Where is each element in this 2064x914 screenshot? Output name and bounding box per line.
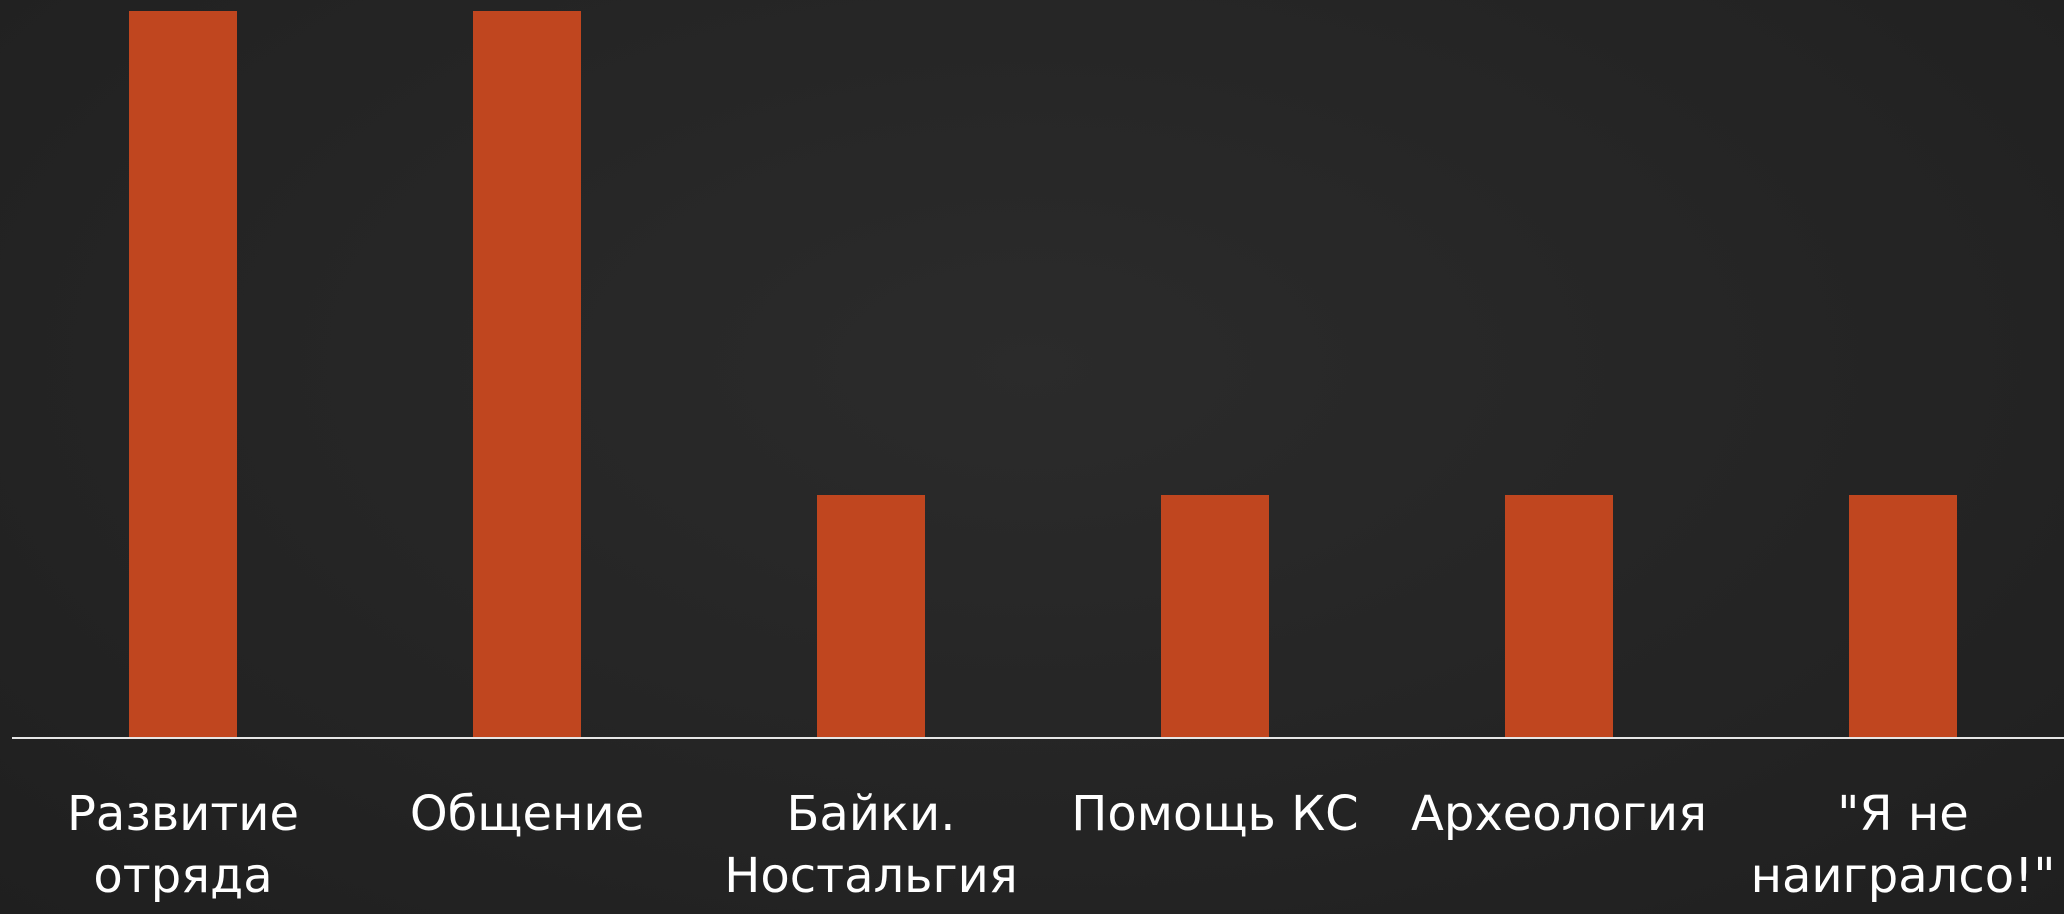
bar-3 — [1161, 495, 1269, 737]
category-label-4: Археология — [1411, 786, 1707, 842]
bar-2 — [817, 495, 925, 737]
category-label-1: Общение — [410, 786, 644, 842]
bar-1 — [473, 11, 581, 737]
category-label-3: Помощь КС — [1071, 786, 1358, 842]
bar-5 — [1849, 495, 1957, 737]
category-label-5: "Я не наигралсо!" — [1751, 786, 2056, 904]
category-label-2: Байки. Ностальгия — [724, 786, 1017, 904]
bar-4 — [1505, 495, 1613, 737]
category-label-0: Развитие отряда — [67, 786, 299, 904]
bars-layer — [129, 11, 1957, 737]
category-labels-layer: Развитие отряда Общение Байки. Ностальгия Пом… — [67, 786, 2055, 904]
bar-0 — [129, 11, 237, 737]
